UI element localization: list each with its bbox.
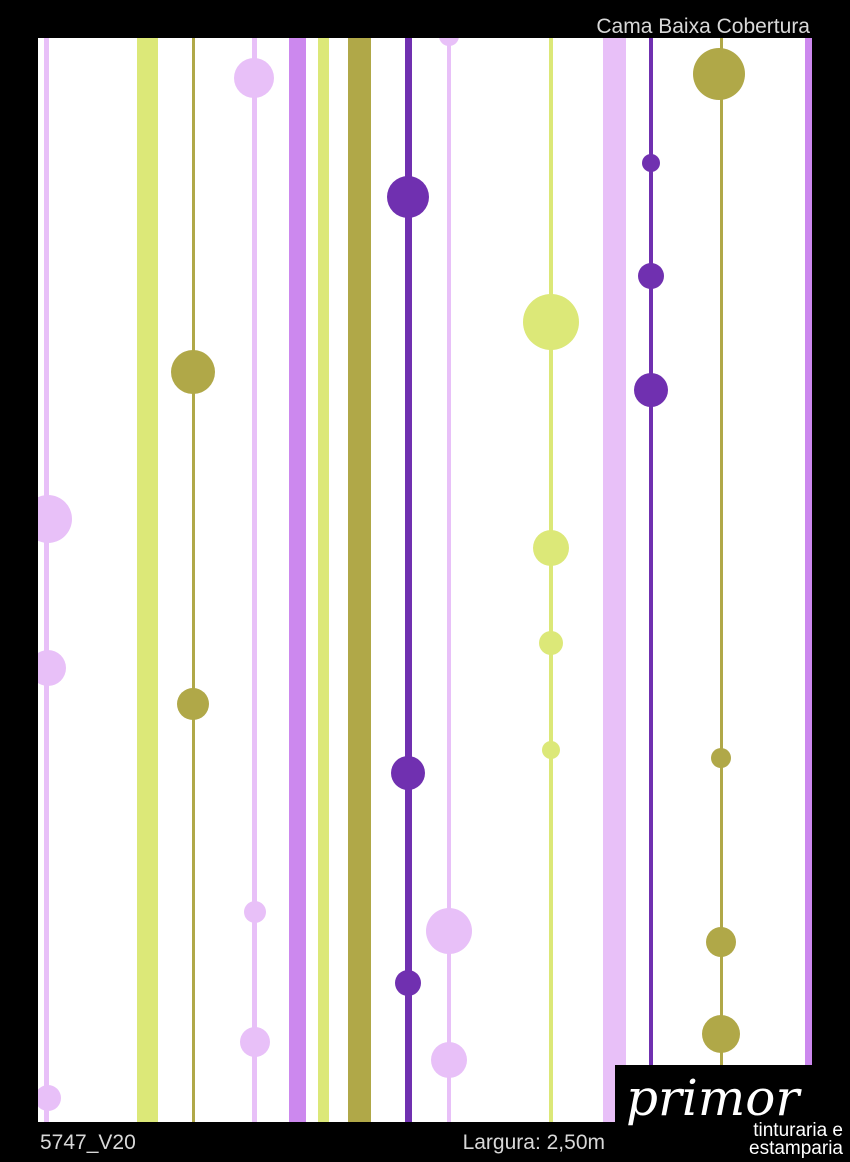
pattern: [38, 38, 812, 1122]
olive-dots: [171, 48, 745, 1053]
logo-tagline: tinturaria e: [753, 1120, 843, 1141]
fabric-width: Largura: 2,50m: [463, 1131, 605, 1154]
pink-dots: [38, 38, 472, 1111]
purple-dots: [387, 154, 668, 996]
design-code: 5747_V20: [40, 1131, 136, 1154]
logo-box: [615, 1065, 850, 1162]
logo-name: primor: [626, 1069, 802, 1127]
stripes: [44, 38, 812, 1122]
fabric-panel: [38, 38, 812, 1122]
title: Cama Baixa Cobertura: [596, 15, 810, 38]
green-dots: [523, 294, 579, 759]
logo-tagline: estamparia: [749, 1138, 843, 1159]
